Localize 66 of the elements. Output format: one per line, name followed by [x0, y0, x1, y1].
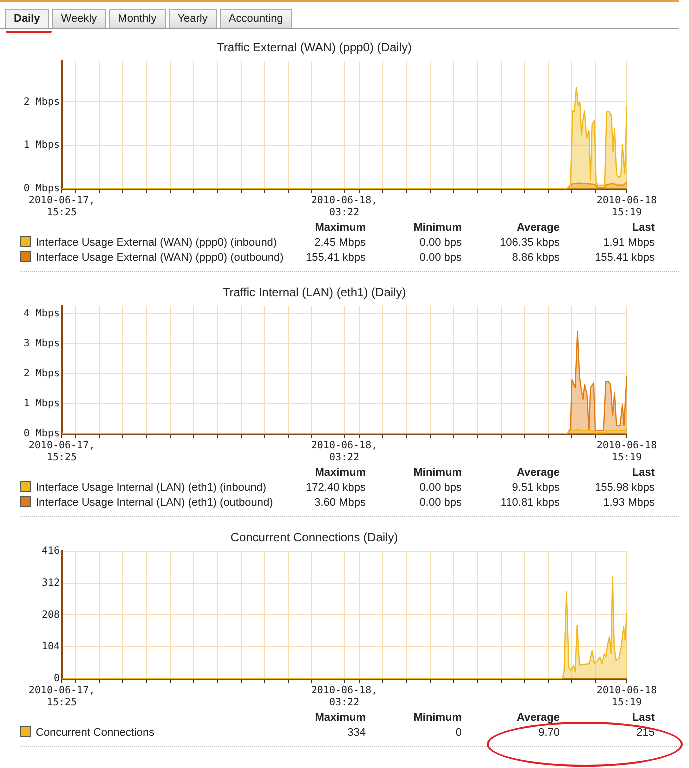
text: Minimum — [412, 466, 462, 480]
text: 0.00 bps — [418, 250, 462, 265]
text: Accounting — [220, 9, 292, 28]
text: Daily — [5, 9, 50, 28]
legend-label: Concurrent Connections — [35, 726, 156, 740]
y-tick-label: 0 Mbps — [24, 428, 60, 440]
x-tick-label: 2010-06-17, 15:25 — [28, 686, 96, 709]
y-tick-label: 2 Mbps — [24, 368, 60, 380]
y-tick-label: 312 — [42, 578, 60, 589]
legend-label: Interface Usage Internal (LAN) (eth1) (inbound) — [35, 481, 268, 495]
legend-label: Interface Usage Internal (LAN) (eth1) (outbound) — [35, 496, 274, 510]
y-tick-label: 1 Mbps — [24, 398, 60, 410]
text: Average — [516, 221, 560, 235]
text: 1.93 Mbps — [602, 496, 655, 510]
text: 0.00 bps — [418, 496, 462, 510]
y-tick-label: 0 Mbps — [24, 184, 60, 195]
text: Monthly — [109, 9, 166, 28]
y-tick-label: 3 Mbps — [24, 338, 60, 350]
text: 3.60 Mbps — [314, 496, 366, 510]
text: 0.00 bps — [418, 236, 462, 250]
text: Maximum — [314, 221, 366, 235]
x-tick-label: 2010-06-17, 15:25 — [28, 440, 96, 464]
y-tick-label: 1 Mbps — [24, 140, 60, 152]
x-tick-label: 2010-06-18 15:19 — [596, 196, 658, 219]
text: Average — [516, 711, 560, 725]
text: Yearly — [168, 9, 217, 28]
x-tick-label: 2010-06-18, 03:22 — [311, 196, 378, 219]
y-tick-label: 0 — [54, 674, 60, 685]
chart-title: Traffic Internal (LAN) (eth1) (Daily) — [222, 286, 406, 300]
text: 172.40 kbps — [305, 480, 366, 495]
y-tick-label: 208 — [42, 610, 60, 621]
text: 0.00 bps — [418, 480, 462, 495]
text: Minimum — [412, 221, 462, 235]
text: 2.45 Mbps — [314, 236, 366, 250]
text: Weekly — [52, 9, 106, 28]
text: 155.41 kbps — [305, 250, 366, 265]
x-tick-label: 2010-06-18, 03:22 — [311, 440, 378, 464]
text: Average — [516, 466, 560, 480]
text: Minimum — [412, 711, 462, 725]
text: Last — [631, 221, 655, 235]
x-tick-label: 2010-06-17, 15:25 — [28, 196, 96, 219]
x-tick-label: 2010-06-18 15:19 — [596, 686, 658, 709]
legend-label: Interface Usage External (WAN) (ppp0) (inbound) — [35, 236, 278, 250]
x-tick-label: 2010-06-18 15:19 — [596, 440, 658, 464]
text: 106.35 kbps — [499, 236, 560, 250]
text: 1.91 Mbps — [602, 236, 655, 250]
text: 8.86 kbps — [511, 250, 560, 265]
y-tick-label: 2 Mbps — [24, 96, 60, 108]
legend-label: Interface Usage External (WAN) (ppp0) (outbound) — [35, 251, 285, 265]
y-tick-label: 104 — [42, 642, 60, 653]
text: 0 — [454, 726, 462, 740]
y-tick-label: 4 Mbps — [24, 308, 60, 320]
text: 155.98 kbps — [594, 480, 655, 495]
text: Last — [631, 711, 655, 725]
text: 9.51 kbps — [511, 480, 560, 495]
x-tick-label: 2010-06-18, 03:22 — [311, 686, 378, 709]
text: 155.41 kbps — [594, 250, 655, 265]
text: Maximum — [314, 466, 366, 480]
text: Last — [631, 466, 655, 480]
text: 9.70 — [538, 726, 560, 740]
text: Maximum — [314, 711, 366, 725]
chart-title: Concurrent Connections (Daily) — [230, 530, 398, 545]
chart-title: Traffic External (WAN) (ppp0) (Daily) — [217, 40, 412, 55]
y-tick-label: 416 — [42, 546, 60, 557]
text: 110.81 kbps — [500, 496, 560, 510]
text: 334 — [346, 726, 366, 740]
